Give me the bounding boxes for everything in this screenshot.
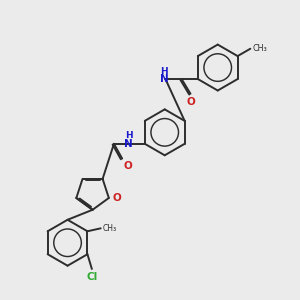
Text: O: O [124, 161, 132, 172]
Text: H: H [160, 67, 168, 76]
Text: Cl: Cl [86, 272, 98, 283]
Text: CH₃: CH₃ [252, 44, 267, 53]
Text: H: H [125, 131, 133, 140]
Text: O: O [187, 97, 195, 107]
Text: O: O [112, 193, 121, 203]
Text: CH₃: CH₃ [102, 224, 116, 233]
Text: N: N [124, 139, 133, 149]
Text: N: N [160, 74, 168, 84]
